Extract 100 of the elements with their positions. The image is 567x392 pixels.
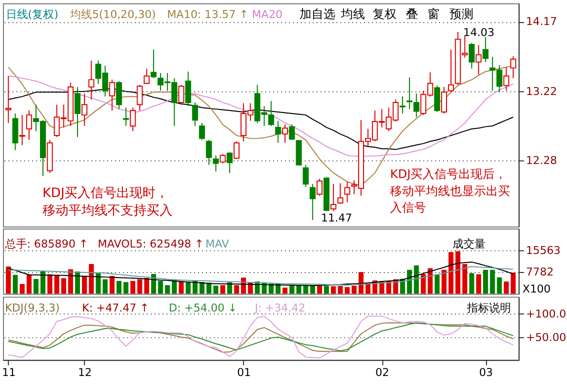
annotation: 复权: [372, 7, 396, 22]
candlestick: [226, 152, 233, 174]
candlestick: [448, 49, 454, 93]
bar: [414, 265, 419, 294]
candlestick: [199, 122, 205, 140]
annotation: 日线(复权): [6, 8, 58, 22]
bar: [130, 280, 136, 294]
bar: [234, 285, 240, 294]
bar: [407, 270, 412, 294]
bar: [186, 282, 191, 294]
x-tick-label: 02: [375, 366, 390, 380]
bar: [68, 269, 74, 294]
candlestick: [268, 100, 274, 126]
annotation: KDJ买入信号出现后，移动平均线也显示出买入信号: [390, 167, 510, 215]
line-series: [8, 76, 514, 158]
annotation: KDJ(9,3,3): [4, 302, 60, 315]
annotation: J: +34.42: [254, 302, 306, 315]
bar: [220, 285, 226, 294]
line-series: [8, 262, 514, 286]
annotation: K: +47.47 ↑: [82, 302, 149, 315]
candlestick: [275, 120, 282, 144]
candlestick: [476, 44, 482, 76]
candlestick: [482, 36, 489, 63]
candlestick: [234, 140, 240, 160]
bar: [61, 278, 66, 294]
bar: [151, 274, 156, 294]
candlestick: [19, 114, 26, 146]
text: X100: [522, 282, 551, 296]
line-series: [8, 266, 514, 286]
bar: [289, 285, 294, 294]
candlestick: [282, 124, 288, 144]
candlestick: [434, 85, 440, 112]
candlestick: [109, 79, 116, 112]
bar: [496, 277, 502, 294]
bar: [213, 286, 218, 294]
candlestick: [316, 178, 323, 196]
candlestick: [150, 49, 157, 79]
candlestick: [337, 182, 344, 204]
x-tick-label: 03: [479, 366, 494, 380]
candlestick: [503, 66, 510, 92]
bar: [47, 274, 52, 294]
y-tick-label: +50.00: [526, 331, 566, 344]
x-tick-label: 12: [78, 366, 92, 380]
bar: [192, 280, 198, 294]
x-tick-label: 11: [2, 366, 16, 380]
candlestick: [400, 96, 406, 114]
bar: [442, 270, 447, 294]
bar: [34, 279, 38, 294]
bar: [82, 276, 87, 294]
bar: [366, 283, 370, 294]
candlestick: [510, 56, 516, 79]
bar: [26, 274, 32, 294]
bar: [158, 280, 163, 294]
line-series: [8, 316, 514, 358]
annotation: 预测: [449, 7, 474, 22]
bar: [476, 274, 482, 294]
annotation: 窗: [428, 7, 440, 22]
x-tick-label: 01: [237, 366, 251, 380]
candlestick: [413, 93, 420, 118]
bar: [144, 278, 150, 294]
candlestick: [212, 154, 219, 172]
bar: [324, 286, 329, 294]
y-tick-label: 12.28: [526, 154, 558, 167]
annotation: 指标说明: [466, 302, 512, 315]
annotation: 均线5(10,20,30): [69, 8, 156, 22]
bar: [490, 270, 495, 294]
bar: [434, 274, 440, 294]
annotation: MAV: [205, 237, 230, 250]
bar: [116, 280, 122, 294]
annotation: D: +54.00 ↓: [168, 302, 238, 315]
annotation: 均线: [340, 7, 365, 22]
bar: [88, 264, 94, 294]
bar: [352, 286, 357, 294]
annotation: 11.47: [321, 212, 352, 225]
bar: [469, 273, 474, 294]
y-tick-label: 15563: [526, 244, 561, 257]
annotation: 加自选: [299, 7, 336, 22]
annotation: MA10: 13.57 ↑: [166, 8, 248, 22]
bar: [102, 279, 108, 294]
candlestick: [441, 86, 448, 114]
candlestick: [116, 80, 122, 110]
annotation: 14.03: [463, 26, 494, 39]
bar: [455, 251, 460, 294]
y-tick-label: 13.22: [526, 84, 558, 98]
candlestick: [81, 93, 88, 126]
candlestick: [88, 60, 94, 100]
bar: [330, 286, 336, 294]
candlestick: [122, 107, 129, 126]
bar: [40, 272, 46, 294]
candlestick: [406, 76, 412, 110]
bar: [462, 264, 468, 294]
bar: [358, 272, 364, 294]
bar: [448, 252, 454, 294]
candlestick: [144, 68, 150, 85]
y-tick-label: 14.17: [526, 15, 558, 28]
bar: [338, 286, 343, 294]
candlestick: [5, 76, 12, 124]
annotation: MA20: [252, 8, 283, 22]
y-tick-label: 7782: [526, 266, 554, 279]
candlestick: [206, 139, 212, 166]
